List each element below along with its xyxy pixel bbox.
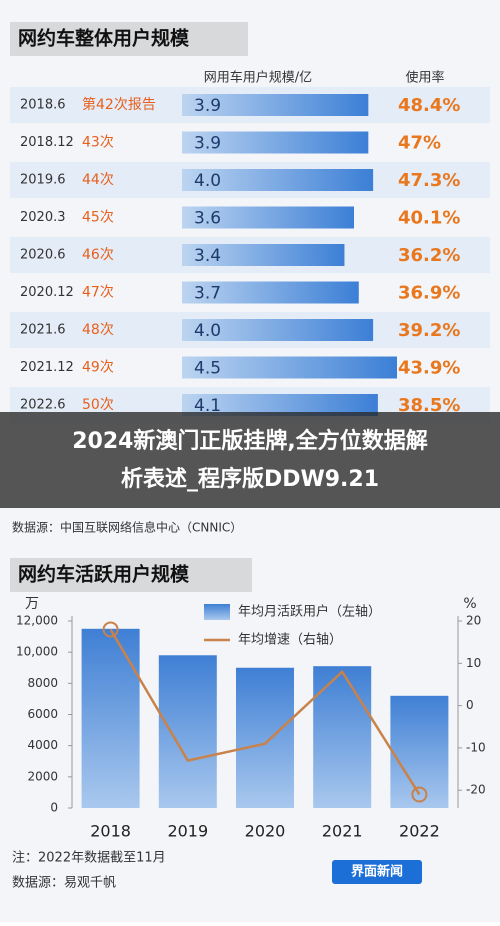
- value-label: 4.0: [194, 171, 221, 191]
- report-label: 44次: [82, 172, 114, 188]
- x-tick-label: 2022: [399, 822, 440, 841]
- column-header: 网用车用户规模/亿: [204, 70, 312, 86]
- y-tick-label: 2000: [27, 769, 58, 783]
- bar: [182, 169, 374, 191]
- y2-tick-label: -20: [466, 783, 486, 797]
- x-tick-label: 2020: [245, 822, 286, 841]
- value-label: 4.5: [194, 359, 221, 379]
- title-box: [10, 22, 248, 56]
- report-label: 45次: [82, 210, 114, 226]
- logo: 界面新闻: [351, 864, 403, 880]
- x-tick-label: 2019: [167, 822, 208, 841]
- y-tick-label: 12,000: [16, 614, 58, 628]
- value-label: 3.7: [194, 284, 221, 304]
- y2-tick-label: -10: [466, 740, 486, 754]
- value-label: 3.9: [194, 134, 221, 154]
- chart-title: 网约车整体用户规模: [18, 27, 190, 50]
- y2-tick-label: 20: [466, 614, 481, 628]
- logo-box: [332, 860, 422, 884]
- note: 注：2022年数据截至11月: [12, 851, 166, 866]
- legend-label: 年均增速（右轴）: [238, 633, 342, 648]
- y-unit: 万: [25, 596, 39, 612]
- bar: [81, 628, 140, 808]
- y-tick-label: 10,000: [16, 645, 58, 659]
- rate-label: 47%: [398, 133, 441, 154]
- legend-label: 年均月活跃用户（左轴）: [238, 604, 381, 620]
- y-tick-label: 6000: [27, 707, 58, 721]
- line: [109, 628, 421, 796]
- row-label: 2021.12: [20, 360, 74, 375]
- bar: [182, 319, 374, 341]
- report-label: 第42次报告: [82, 96, 156, 113]
- report-label: 43次: [82, 135, 114, 151]
- y-tick-label: 8000: [27, 676, 58, 690]
- value-label: 3.6: [194, 209, 221, 229]
- y-tick-label: 0: [50, 801, 58, 815]
- row-label: 2018.6: [20, 98, 66, 113]
- banner-line: 2024新澳门正版挂牌,全方位数据解: [72, 428, 428, 454]
- source: 数据源：中国互联网络信息中心（CNNIC）: [12, 520, 242, 535]
- bar: [182, 356, 397, 379]
- rate-label: 40.1%: [398, 208, 460, 229]
- y-tick-label: 4000: [27, 738, 58, 752]
- x-tick-label: 2018: [90, 822, 131, 841]
- row-label: 2019.6: [20, 173, 66, 188]
- legend-swatch: [204, 604, 230, 620]
- table-chart: 2018.6 第42次报告 3.9 48.4% 2018.12 43次 3.9 47% 2019…: [10, 87, 490, 423]
- rate-label: 47.3%: [398, 170, 460, 191]
- report-label: 48次: [82, 322, 114, 338]
- row-label: 2022.6: [20, 398, 66, 413]
- value-label: 4.1: [194, 396, 221, 416]
- value-label: 3.4: [194, 246, 221, 266]
- chart-title: 网约车活跃用户规模: [18, 563, 190, 586]
- rate-label: 43.9%: [398, 358, 460, 379]
- rate-label: 38.5%: [398, 395, 460, 416]
- column-header: 使用率: [405, 70, 444, 86]
- bar: [158, 655, 217, 808]
- marker: [102, 621, 119, 638]
- bar: [182, 94, 369, 116]
- row-label: 2018.12: [20, 135, 74, 150]
- note: 数据源：易观千帆: [12, 876, 116, 891]
- rate-label: 48.4%: [398, 95, 460, 116]
- bar: [182, 131, 369, 154]
- bar: [390, 695, 449, 808]
- report-label: 46次: [82, 247, 114, 263]
- row-label: 2020.12: [20, 285, 74, 300]
- row-label: 2020.6: [20, 248, 66, 263]
- bar: [182, 394, 378, 416]
- bar: [182, 281, 359, 304]
- y2-tick-label: 10: [466, 656, 481, 670]
- row-label: 2021.6: [20, 323, 66, 338]
- combo-chart: 0 2000 4000 6000 8000 10,000 12,000 -20 -10 0 10 20…: [16, 604, 486, 841]
- x-tick-label: 2021: [322, 822, 363, 841]
- report-label: 47次: [82, 285, 114, 301]
- value-label: 3.9: [194, 96, 221, 116]
- rate-label: 36.9%: [398, 283, 460, 304]
- bar: [182, 206, 354, 229]
- value-label: 4.0: [194, 321, 221, 341]
- banner-line: 析表述_程序版DDW9.21: [121, 466, 379, 492]
- title-box: [10, 558, 252, 592]
- report-label: 49次: [82, 360, 114, 376]
- bar: [182, 244, 345, 266]
- y2-unit: %: [463, 596, 476, 612]
- rate-label: 36.2%: [398, 245, 460, 266]
- bar: [313, 666, 372, 808]
- rate-label: 39.2%: [398, 320, 460, 341]
- y2-tick-label: 0: [466, 698, 474, 712]
- marker: [411, 786, 428, 803]
- banner-bg: [0, 412, 500, 508]
- bar: [236, 667, 294, 808]
- row-label: 2020.3: [20, 210, 66, 225]
- report-label: 50次: [82, 397, 114, 413]
